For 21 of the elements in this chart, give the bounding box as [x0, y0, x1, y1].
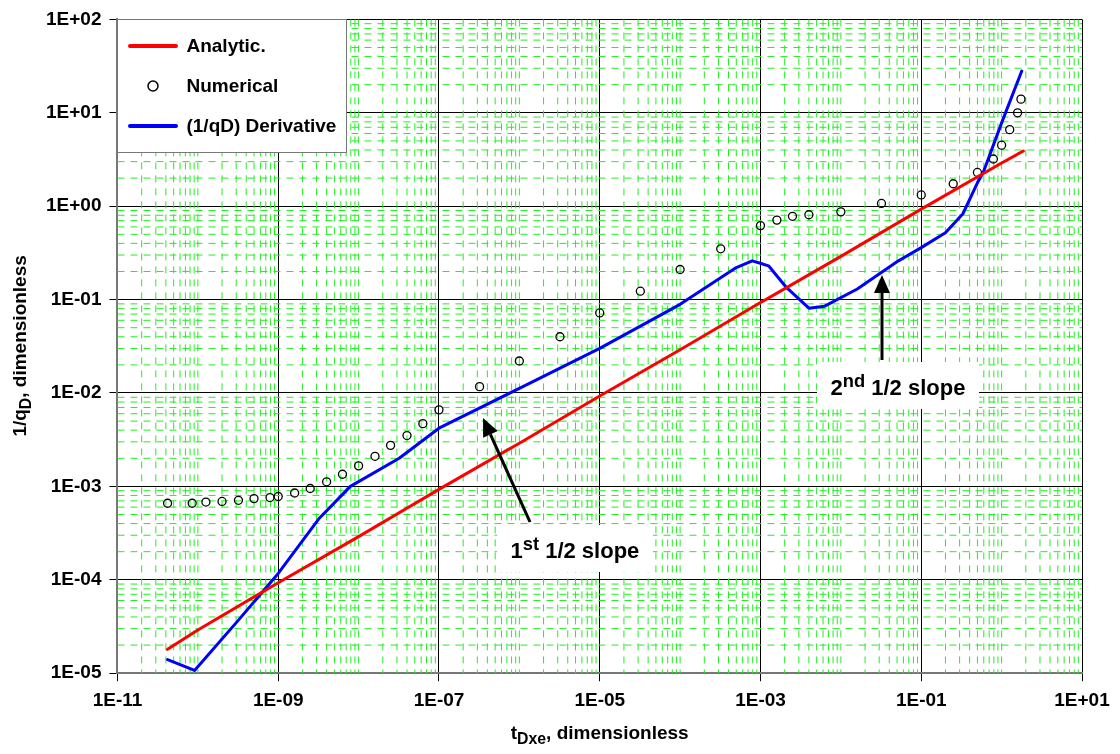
x-tick-label: 1E-07 — [413, 688, 465, 710]
annotation: 2$^{nd}$ 1/2 slope — [816, 361, 980, 409]
x-axis-title: t$_{Dxe}$, dimensionless — [510, 722, 689, 748]
annotation: 1$^{st}$ 1/2 slope — [496, 524, 654, 572]
x-tick-label: 1E-03 — [735, 688, 786, 710]
x-tick-label: 1E-09 — [252, 688, 304, 710]
y-tick-label: 1E+02 — [45, 7, 102, 29]
x-tick-label: 1E-05 — [574, 688, 626, 710]
y-tick-label: 1E-01 — [50, 287, 102, 309]
x-tick-label: 1E-11 — [92, 688, 143, 710]
y-tick-label: 1E+01 — [45, 101, 102, 123]
x-tick-label: 1E+01 — [1054, 688, 1111, 710]
y-tick-label: 1E+00 — [45, 194, 102, 216]
legend-label: Analytic. — [186, 35, 266, 58]
legend-label: (1/qD) Derivative — [186, 115, 337, 138]
legend-label: Numerical — [186, 75, 279, 98]
y-tick-label: 1E-05 — [50, 661, 102, 683]
x-tick-label: 1E-01 — [895, 688, 948, 710]
y-tick-label: 1E-04 — [50, 568, 102, 590]
y-tick-label: 1E-03 — [50, 474, 102, 496]
y-tick-label: 1E-02 — [50, 381, 102, 403]
